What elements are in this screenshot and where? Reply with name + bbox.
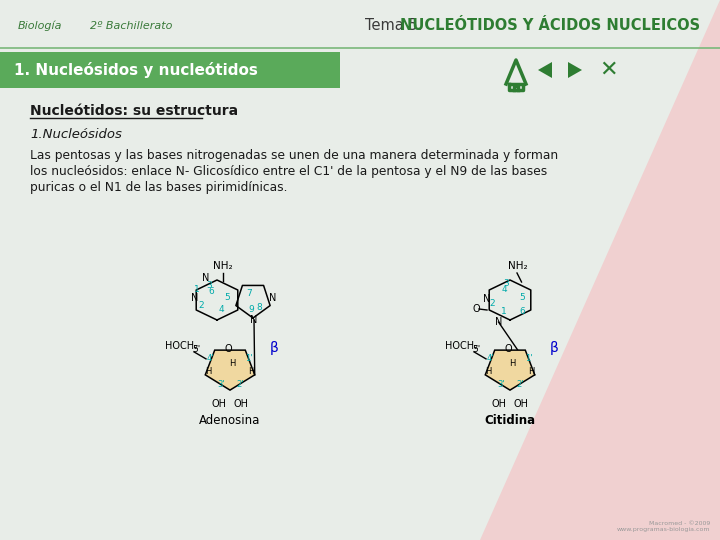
Text: los nucleósidos: enlace N- Glicosídico entre el C1' de la pentosa y el N9 de las: los nucleósidos: enlace N- Glicosídico e…: [30, 165, 547, 179]
Polygon shape: [205, 350, 255, 390]
Text: N: N: [251, 315, 258, 325]
Text: Tema 5.: Tema 5.: [365, 18, 427, 33]
Text: O: O: [504, 345, 512, 354]
Text: Macromed - ©2009
www.programas-biologia.com: Macromed - ©2009 www.programas-biologia.…: [616, 521, 710, 532]
Text: 8: 8: [256, 303, 262, 313]
Text: H: H: [485, 367, 491, 376]
Text: 7: 7: [246, 288, 252, 298]
Text: H: H: [248, 367, 254, 376]
Text: β: β: [269, 341, 279, 355]
Text: 1: 1: [501, 307, 507, 316]
Polygon shape: [480, 0, 720, 540]
Text: Citidina: Citidina: [485, 414, 536, 427]
Text: 3: 3: [503, 280, 509, 288]
Text: OH: OH: [233, 399, 248, 409]
Text: 2º Bachillerato: 2º Bachillerato: [90, 21, 172, 31]
Text: 1': 1': [245, 354, 253, 363]
Text: NH₂: NH₂: [213, 261, 233, 271]
Text: HOCH₂: HOCH₂: [166, 341, 199, 351]
Text: N: N: [192, 293, 199, 303]
Text: N: N: [483, 294, 491, 304]
Text: 1. Nucleósidos y nucleótidos: 1. Nucleósidos y nucleótidos: [14, 62, 258, 78]
Text: 4: 4: [218, 306, 224, 314]
Text: 2: 2: [198, 300, 204, 309]
Text: 6: 6: [519, 307, 525, 316]
Text: 2: 2: [489, 299, 495, 307]
Text: 3': 3': [217, 380, 225, 389]
Text: 2': 2': [516, 380, 523, 389]
Text: ✕: ✕: [599, 60, 617, 80]
Text: HOCH₂: HOCH₂: [446, 341, 479, 351]
Text: 4: 4: [501, 286, 507, 294]
Text: 3': 3': [497, 380, 505, 389]
Text: puricas o el N1 de las bases pirimidínicas.: puricas o el N1 de las bases pirimidínic…: [30, 181, 287, 194]
Polygon shape: [485, 350, 535, 390]
Text: 5': 5': [192, 346, 200, 354]
Text: 1': 1': [525, 354, 533, 363]
Text: H: H: [229, 360, 235, 368]
Text: H: H: [528, 367, 534, 376]
Text: N: N: [202, 273, 210, 283]
Text: H: H: [204, 367, 211, 376]
Text: 5: 5: [519, 293, 525, 301]
Text: 5': 5': [472, 346, 480, 354]
Polygon shape: [568, 62, 582, 78]
Text: N: N: [495, 317, 502, 327]
Text: Adenosina: Adenosina: [199, 414, 261, 427]
Text: 3: 3: [206, 281, 212, 291]
Text: 9: 9: [248, 305, 254, 314]
FancyBboxPatch shape: [0, 52, 340, 88]
Text: H: H: [509, 360, 516, 368]
Text: OH: OH: [212, 399, 227, 409]
Text: 2': 2': [236, 380, 243, 389]
Text: N: N: [269, 293, 276, 303]
Text: 6: 6: [208, 287, 214, 296]
Text: O: O: [472, 304, 480, 314]
Text: 5: 5: [224, 293, 230, 301]
Text: NH₂: NH₂: [508, 261, 528, 271]
Text: 1.Nucleósidos: 1.Nucleósidos: [30, 129, 122, 141]
Text: 1: 1: [194, 286, 200, 294]
Text: OH: OH: [492, 399, 507, 409]
Text: 4': 4': [207, 354, 215, 363]
Text: Nucleótidos: su estructura: Nucleótidos: su estructura: [30, 104, 238, 118]
Text: β: β: [549, 341, 559, 355]
Polygon shape: [538, 62, 552, 78]
Text: 4': 4': [487, 354, 494, 363]
Text: OH: OH: [513, 399, 528, 409]
Text: Las pentosas y las bases nitrogenadas se unen de una manera determinada y forman: Las pentosas y las bases nitrogenadas se…: [30, 150, 558, 163]
Text: NUCLEÓTIDOS Y ÁCIDOS NUCLEICOS: NUCLEÓTIDOS Y ÁCIDOS NUCLEICOS: [400, 18, 700, 33]
Text: O: O: [224, 345, 232, 354]
Text: Biología: Biología: [18, 21, 63, 31]
